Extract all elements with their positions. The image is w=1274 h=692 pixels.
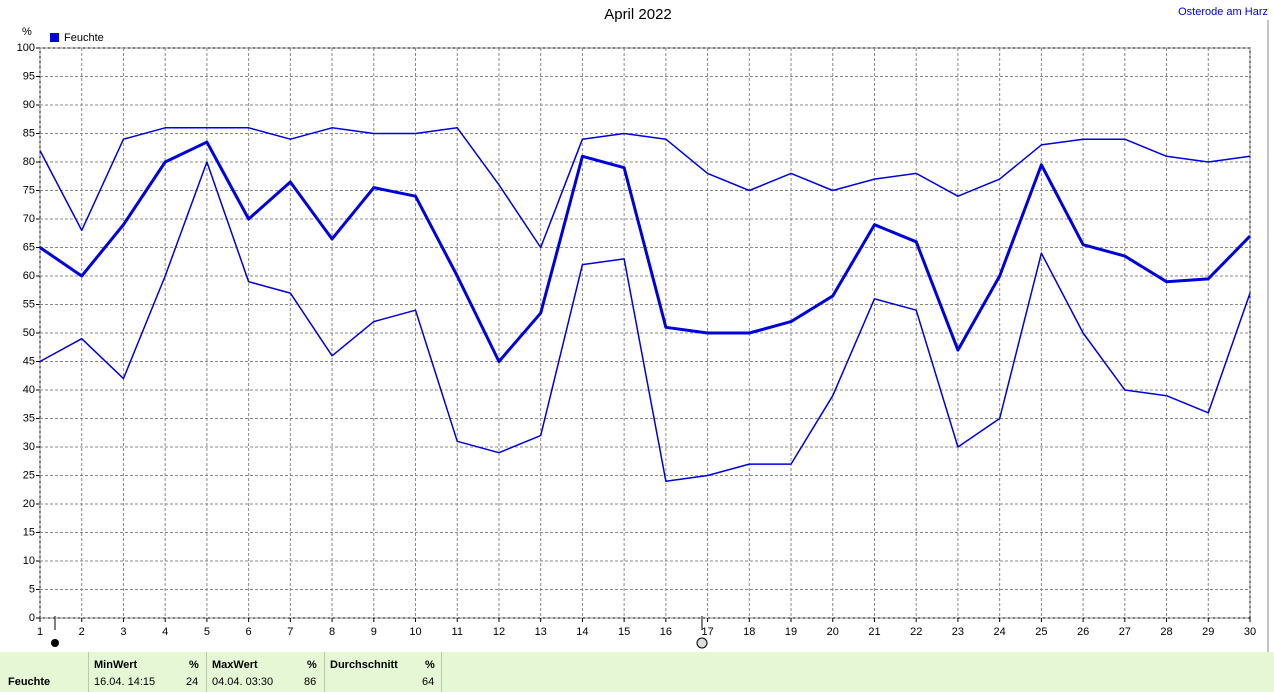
x-tick-label: 18: [743, 626, 755, 638]
series-line: [39, 127, 1251, 249]
x-tick-label: 11: [452, 626, 463, 638]
x-tick-label: 6: [246, 626, 252, 638]
x-tick-label: 24: [994, 626, 1006, 638]
x-tick-label: 7: [287, 626, 293, 638]
y-tick-label: 55: [23, 298, 35, 310]
x-tick-label: 26: [1077, 626, 1089, 638]
y-tick-label: 65: [23, 241, 35, 253]
x-tick-label: 17: [701, 626, 713, 638]
station: Osterode am Harz: [1178, 6, 1268, 18]
header: MinWert: [94, 659, 138, 671]
y-tick-label: 40: [23, 384, 35, 396]
x-tick-label: 23: [952, 626, 964, 638]
x-tick-label: 25: [1035, 626, 1047, 638]
header: Durchschnitt: [330, 659, 398, 671]
y-label: %: [22, 26, 32, 38]
value: 24: [186, 676, 199, 688]
marker: [696, 637, 708, 649]
y-tick-label: 90: [23, 99, 35, 111]
series-line: [39, 161, 1251, 482]
legend-label: Feuchte: [64, 32, 104, 44]
y-tick-label: 75: [23, 184, 35, 196]
y-tick-label: 95: [23, 70, 35, 82]
x-tick-label: 3: [120, 626, 126, 638]
y-tick-label: 10: [23, 555, 35, 567]
x-tick-label: 22: [910, 626, 922, 638]
summary: Feuchte MinWert % 16.04. 14:15 24 MaxWer…: [0, 652, 1274, 692]
x-tick-label: 21: [868, 626, 880, 638]
x-tick-label: 29: [1202, 626, 1214, 638]
y-tick-label: 85: [23, 127, 35, 139]
row-label: Feuchte: [8, 676, 51, 688]
x-tick-label: 15: [618, 626, 630, 638]
y-tick-label: 25: [23, 469, 35, 481]
chart-title: April 2022: [604, 6, 672, 23]
y-tick-label: 0: [29, 612, 35, 624]
y-tick-label: 45: [23, 355, 35, 367]
x-tick-label: 10: [409, 626, 421, 638]
y-tick-label: 70: [23, 213, 35, 225]
y-tick-label: 80: [23, 156, 35, 168]
x-tick-label: 14: [576, 626, 588, 638]
y-tick-label: 30: [23, 441, 35, 453]
x-tick-label: 5: [204, 626, 210, 638]
header: MaxWert: [212, 659, 258, 671]
x-tick-label: 27: [1119, 626, 1131, 638]
x-tick-label: 2: [79, 626, 85, 638]
x-tick-label: 30: [1244, 626, 1256, 638]
x-tick-label: 28: [1160, 626, 1172, 638]
unit: %: [425, 659, 435, 671]
series-line: [39, 140, 1252, 363]
x-tick-label: 19: [785, 626, 797, 638]
x-tick-label: 12: [493, 626, 505, 638]
x-tick-label: 8: [329, 626, 335, 638]
sep: [88, 652, 89, 692]
sep: [206, 652, 207, 692]
legend-swatch: [50, 33, 59, 42]
sep: [324, 652, 325, 692]
time: 16.04. 14:15: [94, 676, 156, 688]
y-tick-label: 50: [23, 327, 35, 339]
x-tick-label: 1: [37, 626, 43, 638]
y-tick-label: 20: [23, 498, 35, 510]
x-tick-label: 20: [827, 626, 839, 638]
value: 64: [422, 676, 435, 688]
time: 04.04. 03:30: [212, 676, 274, 688]
value: 86: [304, 676, 317, 688]
y-tick-label: 5: [29, 583, 35, 595]
y-tick-label: 35: [23, 412, 35, 424]
unit: %: [189, 659, 199, 671]
x-tick-label: 4: [162, 626, 168, 638]
y-tick-label: 100: [17, 42, 35, 54]
x-tick-label: 13: [535, 626, 547, 638]
x-tick-label: 16: [660, 626, 672, 638]
x-tick-label: 9: [371, 626, 377, 638]
y-tick-label: 60: [23, 270, 35, 282]
chart: April 2022 Osterode am Harz % Feuchte 0 5…: [17, 6, 1269, 652]
marker: [51, 639, 59, 647]
unit: %: [307, 659, 317, 671]
y-tick-label: 15: [23, 526, 35, 538]
sep: [441, 652, 442, 692]
